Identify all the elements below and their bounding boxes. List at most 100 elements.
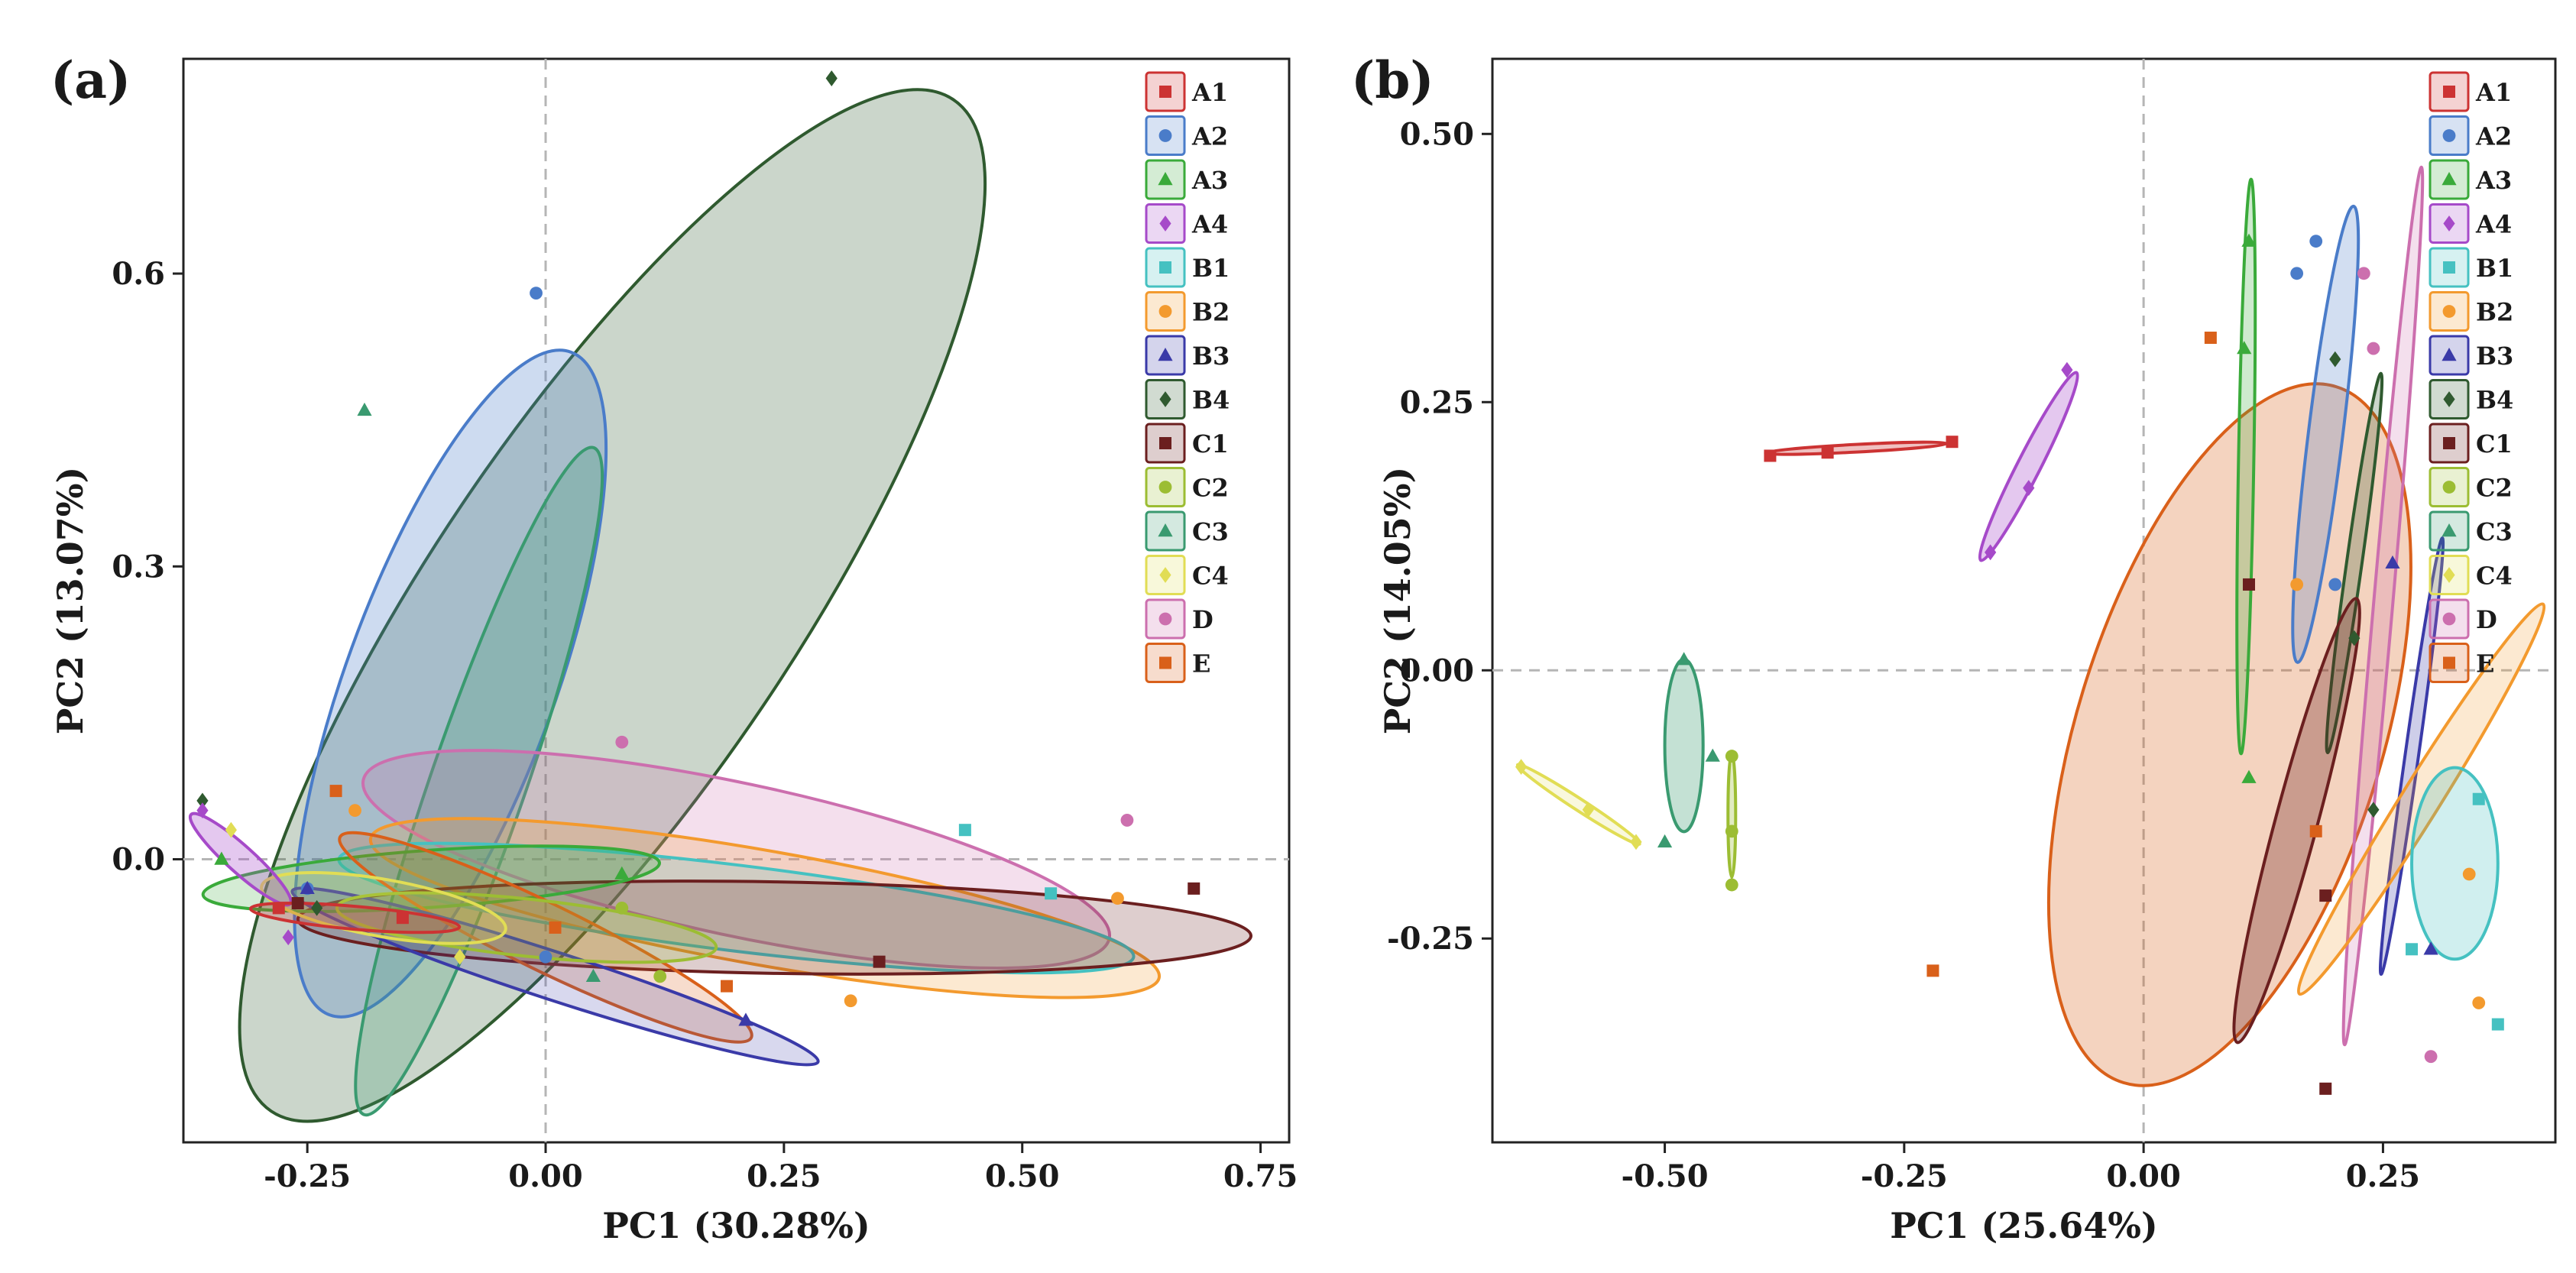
x-axis-title: PC1 (25.64%) [1890, 1205, 2158, 1246]
point-D [2357, 267, 2370, 280]
ellipse-A4 [1978, 371, 2079, 562]
legend-marker [2442, 129, 2456, 142]
point-E [2204, 332, 2217, 345]
legend-item-A1: A1 [2429, 71, 2512, 112]
point-C1 [2319, 889, 2332, 902]
ellipse-B3 [2378, 536, 2445, 976]
point-B1 [1045, 887, 1058, 900]
legend-marker [1158, 612, 1172, 626]
y-tick-label: 0.25 [1400, 384, 1474, 420]
legend-item-C1: C1 [1145, 423, 1229, 464]
legend-marker [1159, 215, 1171, 232]
y-tick-label: 0.00 [1400, 653, 1474, 688]
x-tick-label: 0.00 [2106, 1158, 2180, 1194]
legend-marker [2442, 305, 2456, 318]
legend-marker [2442, 481, 2456, 494]
point-A3 [2241, 233, 2257, 247]
legend-label: B4 [1192, 386, 1230, 415]
legend-label: C4 [1192, 562, 1229, 591]
legend-item-A2: A2 [1145, 115, 1228, 156]
legend-item-A4: A4 [1145, 203, 1228, 244]
y-tick-label: 0.6 [112, 256, 165, 292]
legend-marker [2442, 612, 2456, 626]
legend-marker [1158, 481, 1172, 494]
legend-label: A2 [1191, 122, 1228, 151]
legend-label: D [2476, 605, 2497, 634]
legend-label: B3 [1192, 342, 1230, 371]
legend-label: B4 [2476, 386, 2513, 415]
point-C2 [1725, 750, 1738, 763]
point-A1 [1821, 446, 1834, 459]
legend-item-B4: B4 [2429, 379, 2513, 419]
legend-label: E [1192, 649, 1210, 679]
panel-1: (b) -0.50 -0.25 0.00 0.25 -0.25 0.00 0.25 0.50 PC… [1351, 50, 2557, 1246]
legend-item-A3: A3 [1145, 159, 1228, 200]
legend-item-E: E [1145, 643, 1210, 683]
point-B4 [825, 70, 838, 86]
point-B4 [2367, 802, 2380, 818]
point-A2 [2309, 235, 2323, 248]
legend-label: A2 [2475, 122, 2512, 151]
legend-marker [1159, 437, 1171, 449]
ellipse-E [338, 831, 753, 1044]
legend-marker [1159, 86, 1171, 98]
y-tick-label: 0.3 [112, 549, 165, 585]
point-A3 [614, 866, 630, 879]
point-C1 [2242, 578, 2255, 591]
legend-item-B3: B3 [2429, 335, 2513, 376]
legend-label: B1 [1192, 254, 1230, 283]
panel-0: (a) -0.25 0.00 0.25 0.50 0.75 0.0 0.3 0.6 PC1 (30… [50, 50, 1298, 1246]
ellipse-C3 [354, 445, 604, 1117]
legend-label: E [2476, 649, 2494, 679]
point-B3 [2423, 941, 2438, 955]
plot-area [1492, 59, 2555, 1142]
point-D [2367, 342, 2380, 355]
legend-label: B2 [1192, 298, 1230, 327]
point-A4 [2061, 361, 2073, 378]
point-B1 [2491, 1018, 2504, 1031]
point-A3 [2237, 341, 2252, 355]
legend-item-C4: C4 [2429, 555, 2513, 595]
point-E [2309, 824, 2322, 837]
point-C4 [1582, 802, 1594, 818]
legend-item-C4: C4 [1145, 555, 1229, 595]
legend: A1 A2 A3 A4 B1 B2 B3 B4 C1 C2 C3 C4 DE [2429, 71, 2513, 683]
point-B2 [2290, 578, 2304, 591]
plot-frame [182, 57, 1291, 1144]
point-B1 [2406, 943, 2419, 956]
legend-marker [1158, 348, 1173, 361]
legend-marker [2443, 261, 2455, 274]
ellipse-C2 [1726, 751, 1738, 879]
point-A2 [530, 287, 543, 300]
point-A4 [2023, 480, 2035, 496]
point-E [1926, 964, 1939, 977]
legend-item-D: D [2429, 598, 2497, 640]
point-C2 [615, 902, 629, 915]
legend-label: C2 [1192, 474, 1229, 503]
point-B1 [2472, 792, 2485, 805]
legend-label: C3 [2476, 517, 2513, 546]
point-B2 [1111, 892, 1124, 905]
legend-label: A4 [1191, 210, 1228, 239]
point-A2 [2328, 578, 2342, 591]
point-A4 [282, 929, 294, 946]
legend-label: C1 [2476, 429, 2513, 458]
point-D [1120, 814, 1134, 827]
legend-marker [2443, 215, 2455, 232]
point-D [2424, 1050, 2438, 1064]
point-C3 [585, 968, 601, 983]
ellipse-B4 [238, 88, 987, 1123]
point-C1 [1188, 882, 1201, 895]
ellipse-C1 [296, 879, 1253, 976]
legend-label: B2 [2476, 298, 2513, 327]
ellipse-B1 [2410, 766, 2500, 961]
legend-item-B1: B1 [2429, 247, 2513, 288]
legend-marker [2443, 391, 2455, 407]
point-E [721, 980, 734, 993]
legend-item-C2: C2 [2429, 467, 2513, 507]
legend-label: A1 [2475, 78, 2512, 107]
legend-item-A3: A3 [2429, 159, 2512, 200]
point-B2 [2462, 867, 2476, 881]
legend-marker [2442, 523, 2457, 537]
x-tick-label: 0.25 [747, 1158, 821, 1194]
